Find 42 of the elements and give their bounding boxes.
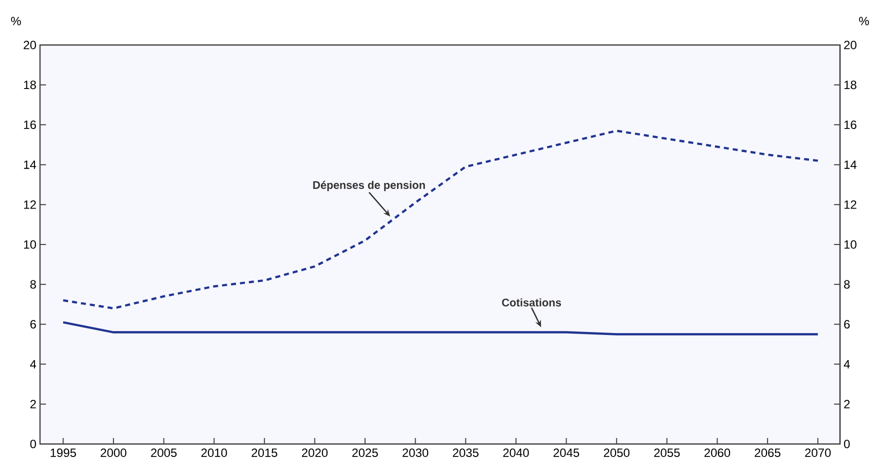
text: Cotisations (502, 298, 562, 306)
x-tick-label: 2035 (452, 448, 479, 458)
y-tick-label: 2 (30, 400, 36, 408)
y-tick-label: 16 (24, 120, 36, 130)
x-tick-label: 1995 (50, 448, 76, 458)
y-tick-label: 4 (30, 360, 36, 368)
y2-tick-label: 18 (844, 80, 856, 90)
y-axis-title: % (11, 16, 21, 26)
y2-tick-label: 0 (844, 440, 850, 448)
y-tick-label: 6 (30, 320, 36, 329)
x-tick-label: 2020 (302, 448, 328, 458)
series-label: Dépenses de pension (313, 180, 425, 192)
y2-tick-label: 20 (844, 40, 856, 50)
x-tick-label: 2060 (704, 448, 730, 458)
y-tick-label: 10 (24, 240, 36, 249)
y-tick-label: 12 (24, 200, 36, 209)
x-tick-label: 2025 (352, 448, 378, 458)
y2-tick-label: 14 (844, 160, 857, 169)
x-tick-label: 2045 (554, 448, 580, 458)
x-tick-label: 2030 (402, 448, 428, 458)
x-tick-label: 2000 (100, 448, 126, 458)
x-tick-label: 2005 (151, 448, 177, 458)
y-tick-label: 20 (24, 40, 36, 50)
x-tick-label: 2055 (654, 448, 680, 458)
y2-tick-label: 8 (844, 280, 850, 289)
y2-tick-label: 6 (844, 320, 850, 329)
x-tick-label: 2065 (754, 448, 780, 458)
y2-tick-label: 4 (844, 360, 850, 368)
y2-tick-label: 2 (844, 400, 850, 408)
y2-tick-label: 16 (844, 120, 856, 130)
y-tick-label: 0 (30, 440, 36, 448)
x-tick-label: 2015 (252, 448, 278, 458)
x-tick-label: 2040 (503, 448, 529, 458)
y-tick-label: 8 (30, 280, 36, 289)
y2-tick-label: 12 (844, 200, 856, 209)
y-tick-label: 14 (24, 160, 36, 169)
y2-axis-title: % (859, 16, 869, 26)
y-tick-label: 18 (24, 80, 36, 90)
x-tick-label: 2070 (805, 448, 831, 458)
y2-tick-label: 10 (844, 240, 856, 249)
x-tick-label: 2050 (604, 448, 630, 458)
x-tick-label: 2010 (201, 448, 227, 458)
